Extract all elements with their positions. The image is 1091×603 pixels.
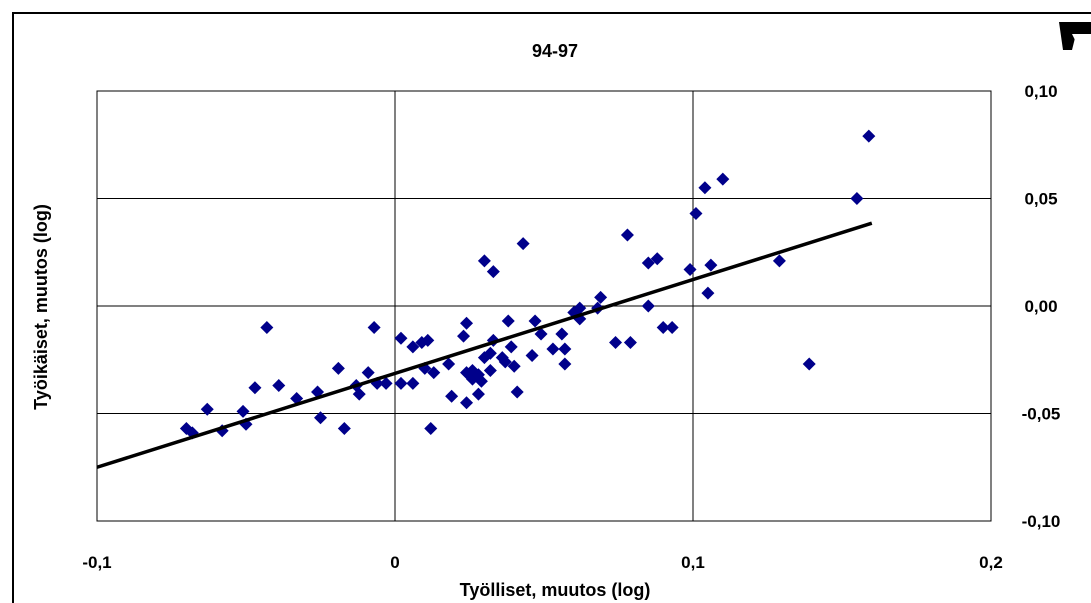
scatter-point (772, 254, 786, 268)
scatter-point (394, 331, 408, 345)
tick-labels: -0,1 0 0,1 0,2-0,10-0,050,000,050,10 (82, 82, 1060, 572)
scatter-point (460, 316, 474, 330)
gridlines (96, 90, 992, 522)
scatter-point (260, 321, 274, 334)
scatter-point (516, 237, 530, 251)
scatter-point (507, 359, 521, 373)
scatter-point (477, 254, 491, 268)
scatter-point (445, 389, 459, 403)
scatter-point (483, 346, 497, 360)
scatter-point (474, 374, 488, 388)
scatter-point (421, 333, 435, 347)
plot-area (96, 90, 992, 522)
scatter-point (620, 228, 634, 242)
scatter-point (337, 422, 351, 436)
scatter-point (457, 329, 471, 343)
scatter-point (272, 379, 286, 393)
scatter-point (352, 387, 366, 401)
scatter-point (689, 207, 703, 221)
x-tick-label: 0,1 (681, 553, 705, 572)
scatter-point (716, 172, 730, 186)
scatter-point (546, 342, 560, 356)
scatter-point (650, 252, 664, 266)
scatter-point (361, 366, 375, 380)
scatter-point (427, 366, 441, 380)
scatter-point (558, 357, 572, 371)
y-tick-label: 0,10 (1024, 82, 1057, 101)
logo-icon (1059, 22, 1091, 50)
scatter-point (510, 385, 524, 399)
scatter-point (704, 258, 718, 272)
scatter-point (379, 376, 393, 390)
scatter-point (394, 376, 408, 390)
scatter-point (623, 336, 637, 350)
scatter-point (367, 321, 381, 334)
scatter-point (460, 396, 474, 410)
scatter-point (525, 348, 539, 362)
y-tick-label: 0,05 (1024, 190, 1057, 209)
scatter-point (331, 361, 345, 375)
x-tick-label: 0 (390, 553, 399, 572)
scatter-point (534, 327, 548, 341)
scatter-point (483, 364, 497, 377)
scatter-point (558, 342, 572, 356)
scatter-point (236, 404, 250, 418)
scatter-point (486, 265, 500, 279)
scatter-point (555, 327, 569, 341)
x-axis-label: Työlliset, muutos (log) (460, 580, 651, 600)
scatter-point (528, 314, 542, 328)
y-tick-label: -0,10 (1022, 512, 1061, 531)
scatter-point (641, 256, 655, 270)
scatter-point (471, 387, 485, 401)
scatter-point (698, 181, 712, 195)
scatter-point (442, 357, 456, 371)
scatter-point (498, 355, 512, 369)
scatter-point (683, 262, 697, 276)
scatter-point (573, 301, 587, 315)
y-axis-label: Työikäiset, muutos (log) (31, 204, 51, 410)
scatter-point (802, 357, 816, 371)
chart-frame (12, 12, 1091, 603)
scatter-point (424, 422, 438, 436)
scatter-point (609, 336, 623, 350)
y-tick-label: -0,05 (1022, 405, 1061, 424)
scatter-point (406, 340, 420, 354)
scatter-point (656, 321, 670, 334)
scatter-point (314, 411, 327, 425)
chart-title: 94-97 (532, 41, 578, 61)
scatter-point (641, 299, 655, 313)
scatter-point (850, 192, 864, 205)
scatter-point (701, 286, 715, 300)
scatter-point (594, 290, 608, 304)
scatter-point (501, 314, 515, 328)
scatter-point (200, 402, 214, 416)
scatter-point (665, 321, 679, 334)
scatter-point (248, 381, 262, 395)
scatter-point (504, 340, 518, 354)
scatter-point (862, 129, 876, 143)
x-tick-label: -0,1 (82, 553, 111, 572)
scatter-point (406, 376, 420, 390)
y-tick-label: 0,00 (1024, 297, 1057, 316)
x-tick-label: 0,2 (979, 553, 1003, 572)
trendline (96, 221, 873, 469)
